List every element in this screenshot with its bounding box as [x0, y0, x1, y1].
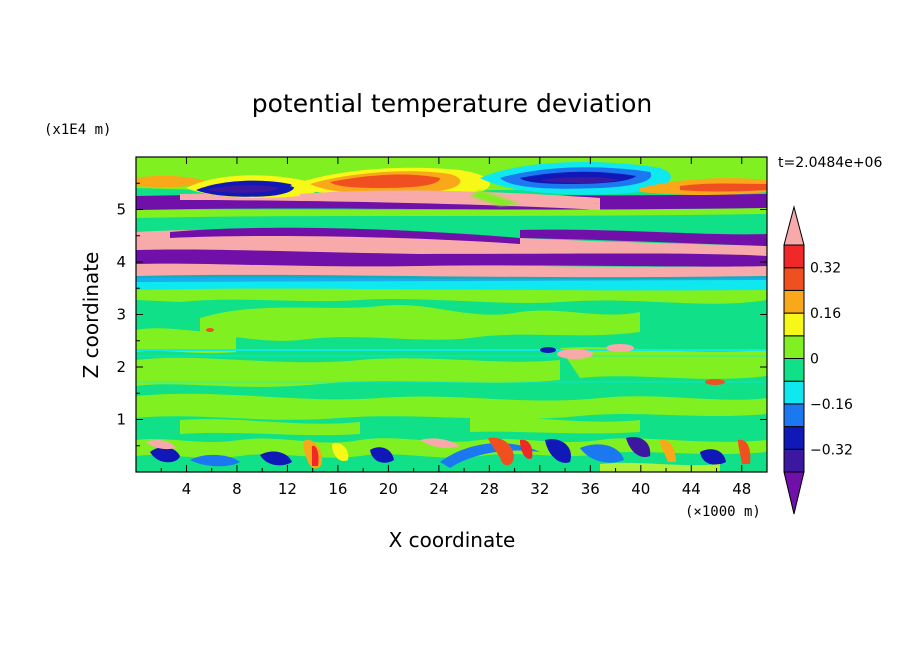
time-label: t=2.0484e+06	[778, 155, 882, 171]
x-tick-label: 12	[278, 480, 297, 498]
y-tick-label: 2	[116, 358, 126, 376]
colorbar-swatch	[783, 267, 805, 291]
x-tick-label: 8	[232, 480, 242, 498]
colorbar-label: 0.32	[810, 261, 841, 277]
x-tick-label: 32	[530, 480, 549, 498]
x-unit-label: (×1000 m)	[685, 504, 761, 520]
x-tick-label: 28	[480, 480, 499, 498]
colorbar-swatch	[783, 358, 805, 382]
colorbar-swatch	[783, 380, 805, 405]
x-tick-label: 40	[631, 480, 650, 498]
x-tick-label: 48	[732, 480, 751, 498]
y-tick-label: 1	[116, 411, 126, 429]
y-axis-label: Z coordinate	[79, 252, 103, 379]
boundary-layer	[136, 436, 767, 472]
x-axis-label: X coordinate	[389, 528, 516, 552]
x-tick-label: 20	[379, 480, 398, 498]
colorbar-swatch	[783, 335, 805, 359]
mid-layer-texture	[136, 288, 767, 436]
y-tick-label: 5	[116, 201, 126, 219]
colorbar-swatch	[783, 448, 805, 473]
upper-layers	[136, 157, 767, 291]
x-tick-label: 4	[182, 480, 192, 498]
y-axis: 1 2 3 4 5	[116, 182, 767, 447]
colorbar-extend-bottom	[783, 471, 805, 515]
colorbar-label: 0	[810, 352, 819, 368]
colorbar: 0.32 0.16 0 −0.16 −0.32	[783, 205, 853, 515]
chart-title: potential temperature deviation	[252, 89, 652, 118]
colorbar-label: 0.16	[810, 306, 841, 322]
colorbar-swatch	[783, 403, 805, 428]
heatmap-field	[136, 157, 767, 472]
colorbar-swatch	[783, 244, 805, 269]
colorbar-swatch	[783, 289, 805, 314]
colorbar-swatch	[783, 312, 805, 337]
x-axis: 4 8 12 16 20 24 28 32 36 40 44 48	[160, 157, 751, 498]
mid-anomalies	[206, 328, 725, 385]
y-unit-label: (x1E4 m)	[44, 122, 111, 138]
x-tick-label: 24	[429, 480, 448, 498]
colorbar-extend-top	[783, 205, 805, 246]
y-tick-label: 3	[116, 306, 126, 324]
colorbar-label: −0.32	[810, 442, 853, 458]
colorbar-label: −0.16	[810, 397, 853, 413]
colorbar-swatch	[783, 426, 805, 450]
y-tick-label: 4	[116, 253, 126, 271]
x-tick-label: 16	[328, 480, 347, 498]
x-tick-label: 36	[581, 480, 600, 498]
x-tick-label: 44	[682, 480, 701, 498]
